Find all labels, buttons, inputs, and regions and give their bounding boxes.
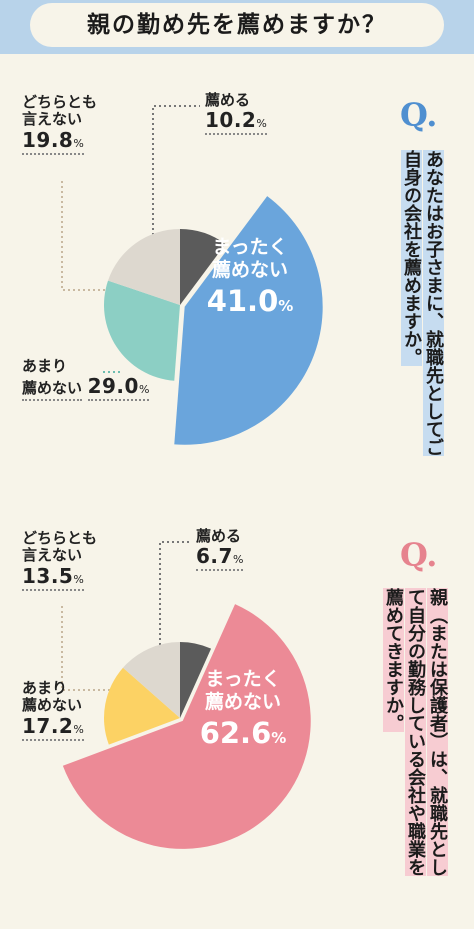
pie-slice-2 — [174, 196, 323, 445]
label-mattaku-2: まったく 薦めない 62.6% — [199, 668, 287, 750]
pie-slice-2 — [62, 604, 311, 849]
pie-slice-1 — [180, 642, 212, 718]
label-amari-1: あまり 薦めない 29.0% — [22, 357, 150, 402]
label-susumeru-2: 薦める 6.7% — [196, 527, 244, 572]
label-amari-2: あまり 薦めない 17.2% — [22, 679, 84, 741]
q-mark-1: Q. — [400, 96, 438, 134]
header-bar: 親の勤め先を薦めますか？ — [0, 0, 474, 54]
pie-slice-4 — [108, 229, 180, 305]
pie-slice-3 — [103, 280, 180, 381]
label-susumeru-1: 薦める 10.2% — [205, 91, 267, 136]
page-title: 親の勤め先を薦めますか？ — [30, 3, 444, 47]
pie-slice-1 — [180, 229, 226, 305]
pie-slice-3 — [104, 667, 180, 745]
question-1-text: あなたはお子さまに、就職先としてご自身の会社を薦めますか。 — [401, 150, 444, 456]
pie-slice-4 — [122, 642, 180, 718]
label-dochira-1: どちらとも 言えない 19.8% — [22, 93, 97, 155]
leader-line-dochira-2 — [61, 604, 120, 691]
leader-line-susumeru-1 — [152, 105, 200, 240]
label-dochira-2: どちらとも 言えない 13.5% — [22, 529, 97, 591]
question-2-text: 親（または保護者）は、就職先として自分の勤務している会社や職業を薦めてきますか。 — [383, 588, 448, 876]
q-mark-2: Q. — [400, 536, 438, 574]
label-mattaku-1: まったく 薦めない 41.0% — [206, 236, 294, 318]
